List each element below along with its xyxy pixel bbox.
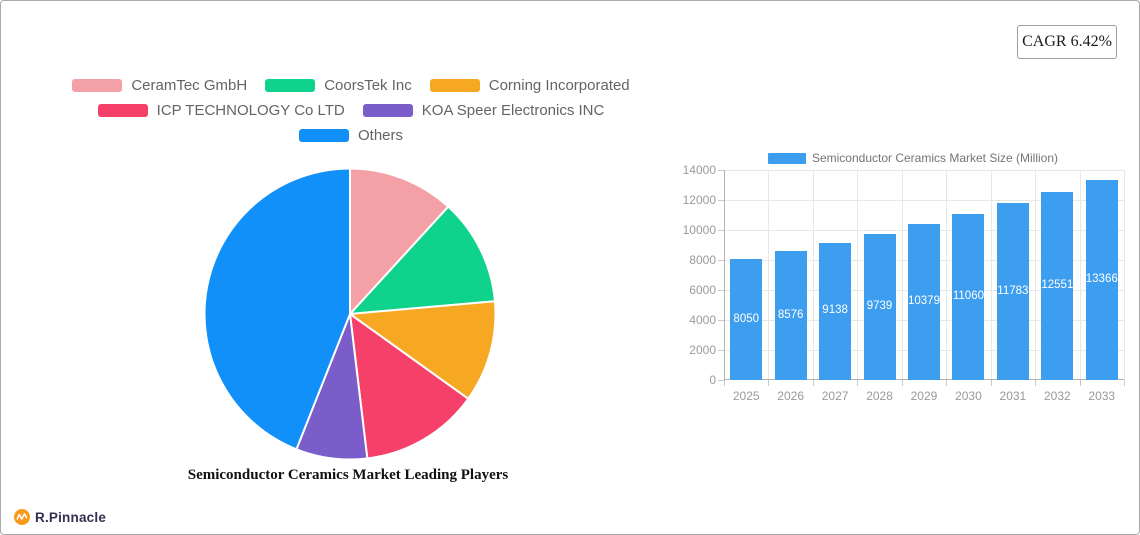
y-axis-label: 0 xyxy=(709,373,716,387)
legend-item-corning-incorporated[interactable]: Corning Incorporated xyxy=(429,77,630,94)
x-axis-tick xyxy=(768,380,770,386)
y-axis-line xyxy=(724,170,725,380)
bar-2025[interactable] xyxy=(730,259,763,380)
x-axis-label: 2028 xyxy=(866,389,893,403)
y-axis-tick xyxy=(718,260,724,261)
legend-item-icp-technology-co-ltd[interactable]: ICP TECHNOLOGY Co LTD xyxy=(97,102,345,119)
y-axis-tick xyxy=(718,230,724,231)
bar-2026[interactable] xyxy=(774,251,807,380)
legend-row: Others xyxy=(41,127,661,144)
legend-swatch xyxy=(298,129,349,142)
x-axis-tick xyxy=(1035,380,1037,386)
y-axis-tick xyxy=(718,380,724,381)
legend-item-koa-speer-electronics-inc[interactable]: KOA Speer Electronics INC xyxy=(362,102,605,119)
pie-slice-ceramtec-gmbh[interactable] xyxy=(349,167,450,315)
pie-legend: CeramTec GmbH CoorsTek Inc Corning Incorpo… xyxy=(41,77,661,144)
y-axis-tick xyxy=(718,290,724,291)
logo-text: R.Pinnacle xyxy=(35,509,107,525)
logo: R.Pinnacle xyxy=(14,509,106,525)
legend-label: Others xyxy=(357,127,403,144)
y-axis-label: 2000 xyxy=(689,343,716,357)
x-axis-label: 2032 xyxy=(1043,389,1071,403)
x-axis-label: 2031 xyxy=(999,389,1027,403)
y-axis-label: 4000 xyxy=(689,313,716,327)
pie-chart[interactable] xyxy=(200,163,500,463)
x-axis-tick xyxy=(990,380,992,386)
x-axis-label: 2026 xyxy=(777,389,804,403)
pie-slice-icp-technology-co-ltd[interactable] xyxy=(349,313,470,460)
cagr-badge-label: CAGR 6.42% xyxy=(1022,33,1112,50)
legend-swatch xyxy=(265,79,316,92)
y-axis-label: 8000 xyxy=(689,253,716,267)
x-axis-tick xyxy=(946,380,948,386)
y-axis-tick xyxy=(718,320,724,321)
bar-2033[interactable] xyxy=(1085,179,1118,380)
pie-slice-coorstek-inc[interactable] xyxy=(349,205,496,315)
legend-swatch xyxy=(72,79,123,92)
pulse-circle-icon xyxy=(14,509,30,525)
legend-item-coorstek-inc[interactable]: CoorsTek Inc xyxy=(265,77,412,94)
y-axis-label: 10000 xyxy=(682,223,716,237)
gridline xyxy=(812,170,814,380)
legend-row: ICP TECHNOLOGY Co LTD KOA Speer Electroni… xyxy=(41,102,661,119)
legend-item-ceramtec-gmbh[interactable]: CeramTec GmbH xyxy=(72,77,247,94)
legend-label: Corning Incorporated xyxy=(488,77,630,94)
x-axis-label: 2029 xyxy=(910,389,938,403)
gridline xyxy=(724,170,1124,171)
x-axis-tick xyxy=(857,380,859,386)
x-axis-label: 2025 xyxy=(732,389,760,403)
bar-2032[interactable] xyxy=(1041,191,1074,380)
bar-2029[interactable] xyxy=(908,224,940,380)
y-axis-tick xyxy=(718,200,724,201)
y-axis-tick xyxy=(718,350,724,351)
y-axis-label: 12000 xyxy=(682,193,716,207)
x-axis-tick xyxy=(1124,380,1125,386)
bar-2027[interactable] xyxy=(819,242,852,380)
x-axis-label: 2030 xyxy=(955,389,982,403)
gridline xyxy=(768,170,770,380)
legend-label: KOA Speer Electronics INC xyxy=(421,102,605,119)
x-axis-label: 2033 xyxy=(1088,389,1116,403)
y-axis-label: 6000 xyxy=(689,283,716,297)
pie-title: Semiconductor Ceramics Market Leading Pl… xyxy=(187,467,509,483)
bar-plot-area: 0 2000 4000 6000 8000 10000 12000 14000 8050 2025… xyxy=(683,163,1125,403)
legend-row: CeramTec GmbH CoorsTek Inc Corning Incorpo… xyxy=(41,77,661,94)
gridline xyxy=(1035,170,1037,380)
bar-chart: Semiconductor Ceramics Market Size (Mill… xyxy=(683,143,1137,413)
bar-2030[interactable] xyxy=(952,214,985,380)
gridline xyxy=(857,170,859,380)
gridline xyxy=(724,200,1124,201)
legend-swatch xyxy=(362,104,413,117)
y-axis-label: 14000 xyxy=(682,163,716,177)
x-axis-tick xyxy=(901,380,903,386)
gridline xyxy=(1079,170,1081,380)
gridline xyxy=(901,170,903,380)
gridline xyxy=(946,170,948,380)
legend-swatch xyxy=(429,79,480,92)
bar-legend-swatch xyxy=(767,152,806,164)
pie-slice-corning-incorporated[interactable] xyxy=(349,300,497,400)
x-axis-tick xyxy=(812,380,814,386)
bar-legend-item[interactable]: Semiconductor Ceramics Market Size (Mill… xyxy=(689,151,1137,165)
cagr-badge: CAGR 6.42% xyxy=(1017,25,1117,59)
gridline xyxy=(1124,170,1125,380)
x-axis-tick xyxy=(724,380,725,386)
legend-label: CoorsTek Inc xyxy=(324,77,412,94)
legend-swatch xyxy=(97,104,148,117)
legend-label: ICP TECHNOLOGY Co LTD xyxy=(156,102,345,119)
bar-legend-label: Semiconductor Ceramics Market Size (Mill… xyxy=(811,151,1059,165)
gridline xyxy=(990,170,992,380)
y-axis-tick xyxy=(718,170,724,171)
bar-2031[interactable] xyxy=(996,203,1029,380)
x-axis-tick xyxy=(1079,380,1081,386)
x-axis-label: 2027 xyxy=(821,389,849,403)
legend-label: CeramTec GmbH xyxy=(131,77,248,94)
legend-item-others[interactable]: Others xyxy=(298,127,403,144)
bar-2028[interactable] xyxy=(863,233,896,380)
pie-slice-others[interactable] xyxy=(203,167,351,451)
